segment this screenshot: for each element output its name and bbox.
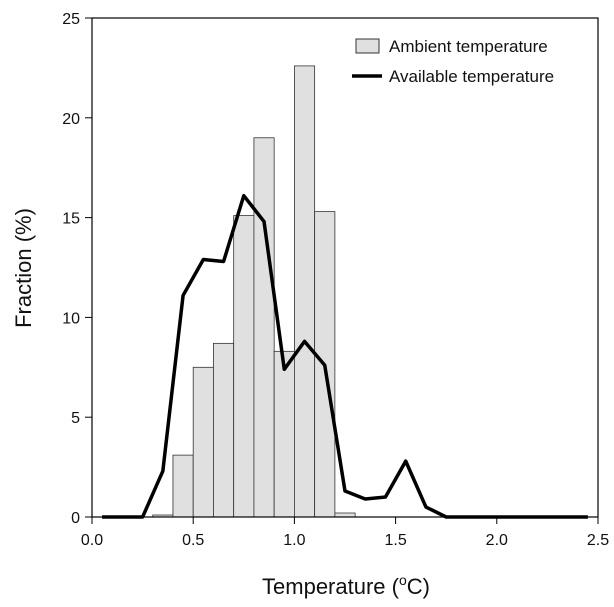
y-tick-label: 25	[62, 11, 80, 28]
legend: Ambient temperature Available temperatur…	[352, 37, 554, 86]
legend-swatch-ambient	[355, 38, 380, 54]
x-axis-ticks: 0.0 0.5 1.0 1.5 2.0 2.5	[81, 517, 609, 549]
y-tick-label: 0	[71, 510, 80, 527]
x-tick-label: 0.5	[182, 532, 204, 549]
y-tick-label: 15	[62, 211, 80, 228]
legend-label-available: Available temperature	[389, 67, 554, 86]
x-tick-label: 1.0	[283, 532, 305, 549]
legend-label-ambient: Ambient temperature	[389, 37, 548, 56]
bar-ambient	[192, 366, 214, 518]
x-axis-label: Temperature (oC)	[262, 572, 430, 599]
bar-ambient	[172, 454, 194, 518]
bar-ambient	[293, 65, 316, 518]
y-tick-label: 20	[62, 111, 80, 128]
bar-ambient	[233, 215, 255, 518]
x-tick-label: 2.0	[486, 532, 508, 549]
y-tick-label: 10	[62, 310, 80, 327]
bar-ambient	[273, 350, 295, 518]
y-tick-label: 5	[71, 410, 80, 427]
x-tick-label: 2.5	[587, 532, 609, 549]
bar-ambient	[213, 342, 235, 518]
x-tick-label: 1.5	[384, 532, 406, 549]
y-axis-ticks: 0 5 10 15 20 25	[62, 11, 92, 527]
bar-ambient	[253, 137, 275, 518]
x-tick-label: 0.0	[81, 532, 103, 549]
y-axis-label: Fraction (%)	[11, 208, 36, 328]
plot-frame	[91, 17, 599, 518]
bar-series-ambient	[152, 65, 356, 518]
